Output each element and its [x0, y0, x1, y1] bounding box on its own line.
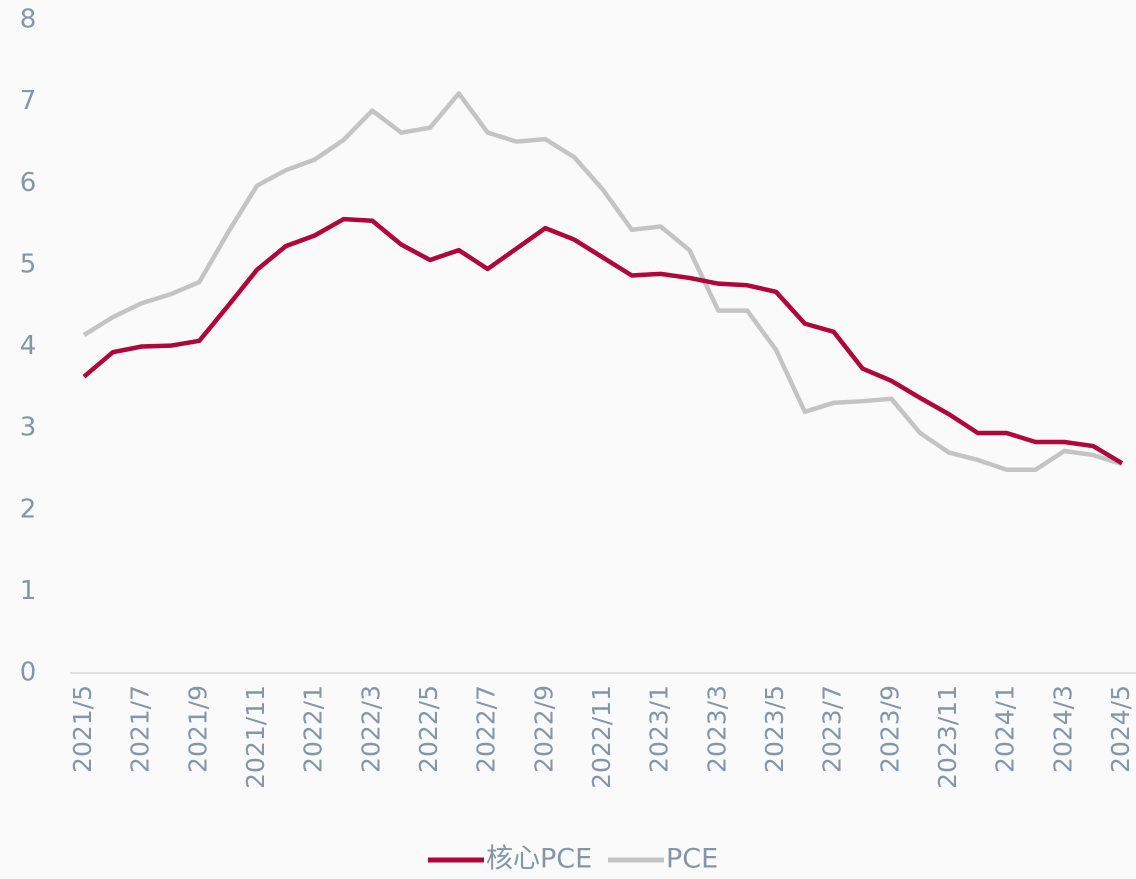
y-tick-label: 3 [20, 413, 37, 443]
x-tick-label: 2022/5 [414, 685, 443, 773]
legend-label: 核心PCE [486, 844, 592, 875]
y-tick-label: 0 [20, 658, 37, 688]
line-series [82, 91, 1123, 473]
y-tick-label: 4 [20, 331, 37, 361]
legend-label: PCE [666, 844, 718, 875]
x-tick-label: 2021/7 [126, 685, 155, 773]
x-tick-label: 2022/3 [356, 685, 385, 773]
x-tick-label: 2021/9 [183, 685, 212, 773]
x-tick-label: 2024/5 [1106, 685, 1135, 773]
y-tick-label: 7 [20, 86, 37, 116]
x-tick-label: 2023/11 [933, 685, 962, 789]
x-tick-label: 2022/1 [299, 685, 328, 773]
x-tick-label: 2023/9 [875, 685, 904, 773]
x-tick-label: 2024/3 [1048, 685, 1077, 773]
x-tick-label: 2022/11 [587, 685, 616, 789]
x-tick-label: 2023/7 [818, 685, 847, 773]
x-tick-label: 2023/5 [760, 685, 789, 773]
y-tick-label: 5 [20, 249, 37, 279]
line-series [82, 216, 1124, 466]
x-tick-label: 2023/3 [702, 685, 731, 773]
x-tick-label: 2024/1 [991, 685, 1020, 773]
y-tick-label: 8 [20, 5, 37, 35]
x-tick-label: 2023/1 [645, 685, 674, 773]
y-tick-label: 1 [20, 576, 37, 606]
x-tick-label: 2022/7 [472, 685, 501, 773]
y-tick-label: 6 [20, 168, 37, 198]
x-tick-label: 2022/9 [529, 685, 558, 773]
x-tick-label: 2021/5 [68, 685, 97, 773]
y-tick-label: 2 [20, 494, 37, 524]
x-tick-label: 2021/11 [241, 685, 270, 789]
